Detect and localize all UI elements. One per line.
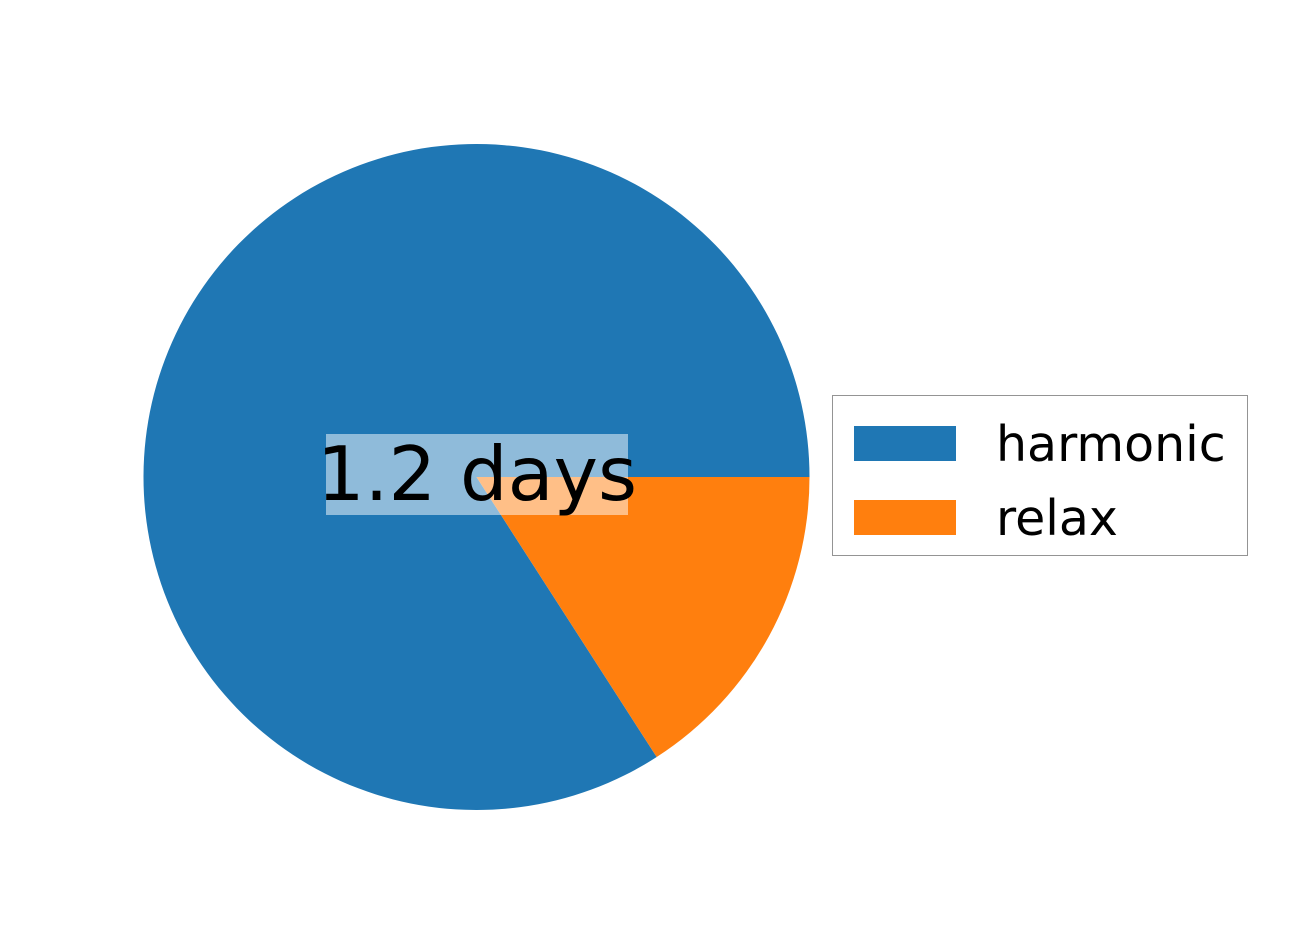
legend-swatch-harmonic bbox=[854, 426, 956, 461]
legend-label-harmonic: harmonic bbox=[996, 416, 1226, 473]
legend-label-relax: relax bbox=[996, 490, 1118, 547]
legend-item-relax[interactable]: relax bbox=[854, 490, 1118, 547]
legend-swatch-relax bbox=[854, 500, 956, 535]
pie-slice-relax[interactable] bbox=[476, 477, 810, 758]
pie-slice-label: 1.2 days bbox=[316, 430, 638, 518]
legend-item-harmonic[interactable]: harmonic bbox=[854, 416, 1226, 473]
legend: harmonic relax bbox=[832, 395, 1248, 556]
